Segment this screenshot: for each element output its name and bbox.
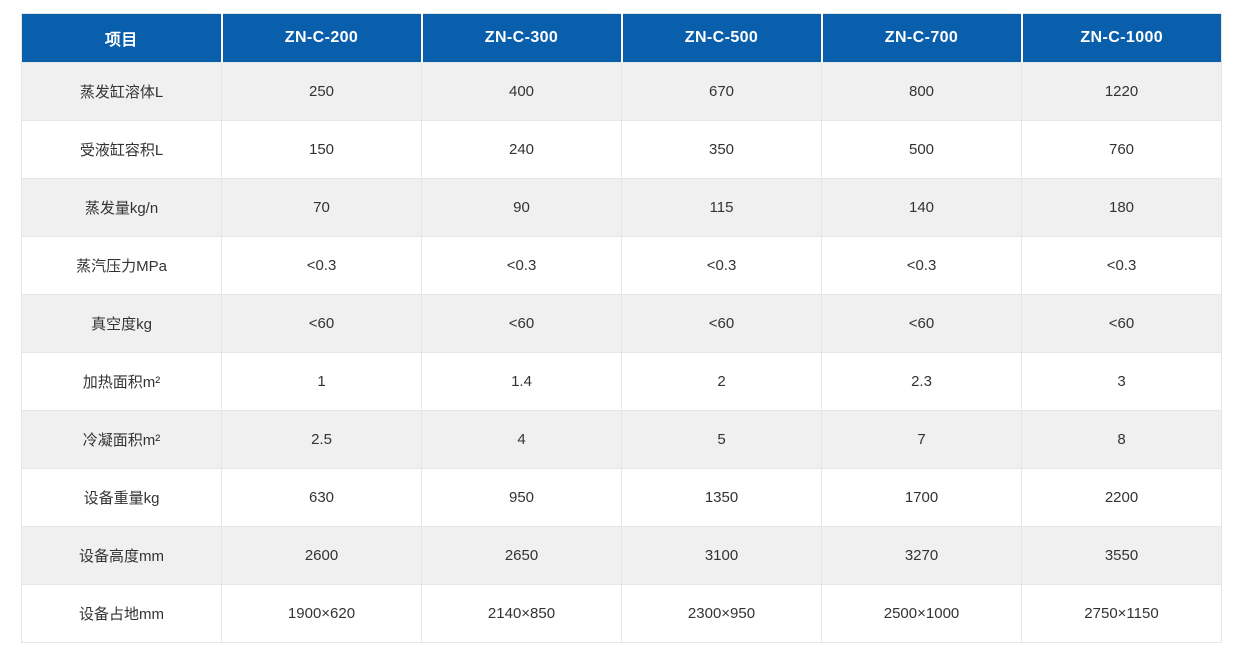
table-cell: 2.5: [221, 410, 422, 469]
table-row: 蒸汽压力MPa <0.3 <0.3 <0.3 <0.3 <0.3: [21, 236, 1222, 295]
table-cell: 2200: [1021, 468, 1222, 527]
header-cell-zn-c-1000: ZN-C-1000: [1021, 13, 1222, 63]
row-label: 加热面积m²: [21, 352, 222, 411]
table-cell: 2300×950: [621, 584, 822, 643]
table-cell: 350: [621, 120, 822, 179]
product-spec-table: 项目 ZN-C-200 ZN-C-300 ZN-C-500 ZN-C-700 Z…: [21, 13, 1222, 643]
table-cell: 2.3: [821, 352, 1022, 411]
table-cell: 180: [1021, 178, 1222, 237]
table-cell: 3: [1021, 352, 1222, 411]
table-cell: <60: [421, 294, 622, 353]
header-cell-zn-c-300: ZN-C-300: [421, 13, 623, 63]
table-cell: <0.3: [1021, 236, 1222, 295]
table-cell: 950: [421, 468, 622, 527]
table-row: 蒸发量kg/n 70 90 115 140 180: [21, 178, 1222, 237]
table-cell: 760: [1021, 120, 1222, 179]
table-cell: <0.3: [621, 236, 822, 295]
table-cell: 5: [621, 410, 822, 469]
table-cell: 2140×850: [421, 584, 622, 643]
table-cell: 2750×1150: [1021, 584, 1222, 643]
table-cell: <0.3: [221, 236, 422, 295]
table-cell: 250: [221, 62, 422, 121]
row-label: 蒸汽压力MPa: [21, 236, 222, 295]
header-cell-zn-c-700: ZN-C-700: [821, 13, 1023, 63]
table-cell: 2650: [421, 526, 622, 585]
table-cell: <0.3: [821, 236, 1022, 295]
table-cell: <60: [621, 294, 822, 353]
table-row: 设备重量kg 630 950 1350 1700 2200: [21, 468, 1222, 527]
table-cell: 1: [221, 352, 422, 411]
table-cell: 7: [821, 410, 1022, 469]
table-cell: 2: [621, 352, 822, 411]
row-label: 设备重量kg: [21, 468, 222, 527]
table-cell: 140: [821, 178, 1022, 237]
table-cell: 3100: [621, 526, 822, 585]
table-cell: 4: [421, 410, 622, 469]
table-cell: 3270: [821, 526, 1022, 585]
table-cell: 1700: [821, 468, 1022, 527]
row-label: 受液缸容积L: [21, 120, 222, 179]
table-cell: 1220: [1021, 62, 1222, 121]
table-cell: <60: [221, 294, 422, 353]
table-cell: 1900×620: [221, 584, 422, 643]
table-cell: 70: [221, 178, 422, 237]
table-row: 真空度kg <60 <60 <60 <60 <60: [21, 294, 1222, 353]
row-label: 真空度kg: [21, 294, 222, 353]
table-cell: 2600: [221, 526, 422, 585]
table-row: 冷凝面积m² 2.5 4 5 7 8: [21, 410, 1222, 469]
table-row: 设备占地mm 1900×620 2140×850 2300×950 2500×1…: [21, 584, 1222, 643]
header-cell-zn-c-500: ZN-C-500: [621, 13, 823, 63]
table-cell: 90: [421, 178, 622, 237]
table-header-row: 项目 ZN-C-200 ZN-C-300 ZN-C-500 ZN-C-700 Z…: [21, 13, 1222, 63]
table-cell: 2500×1000: [821, 584, 1022, 643]
table-cell: <60: [1021, 294, 1222, 353]
header-cell-item: 项目: [21, 13, 223, 63]
table-cell: <60: [821, 294, 1022, 353]
table-cell: 400: [421, 62, 622, 121]
spec-table: 项目 ZN-C-200 ZN-C-300 ZN-C-500 ZN-C-700 Z…: [21, 13, 1222, 643]
row-label: 设备高度mm: [21, 526, 222, 585]
table-cell: 3550: [1021, 526, 1222, 585]
table-cell: <0.3: [421, 236, 622, 295]
table-cell: 115: [621, 178, 822, 237]
table-cell: 150: [221, 120, 422, 179]
row-label: 蒸发量kg/n: [21, 178, 222, 237]
table-row: 受液缸容积L 150 240 350 500 760: [21, 120, 1222, 179]
table-cell: 670: [621, 62, 822, 121]
table-row: 设备高度mm 2600 2650 3100 3270 3550: [21, 526, 1222, 585]
table-cell: 240: [421, 120, 622, 179]
row-label: 设备占地mm: [21, 584, 222, 643]
table-cell: 8: [1021, 410, 1222, 469]
table-cell: 1.4: [421, 352, 622, 411]
row-label: 蒸发缸溶体L: [21, 62, 222, 121]
table-row: 加热面积m² 1 1.4 2 2.3 3: [21, 352, 1222, 411]
table-cell: 630: [221, 468, 422, 527]
table-cell: 500: [821, 120, 1022, 179]
table-row: 蒸发缸溶体L 250 400 670 800 1220: [21, 62, 1222, 121]
header-cell-zn-c-200: ZN-C-200: [221, 13, 423, 63]
table-cell: 1350: [621, 468, 822, 527]
table-cell: 800: [821, 62, 1022, 121]
row-label: 冷凝面积m²: [21, 410, 222, 469]
